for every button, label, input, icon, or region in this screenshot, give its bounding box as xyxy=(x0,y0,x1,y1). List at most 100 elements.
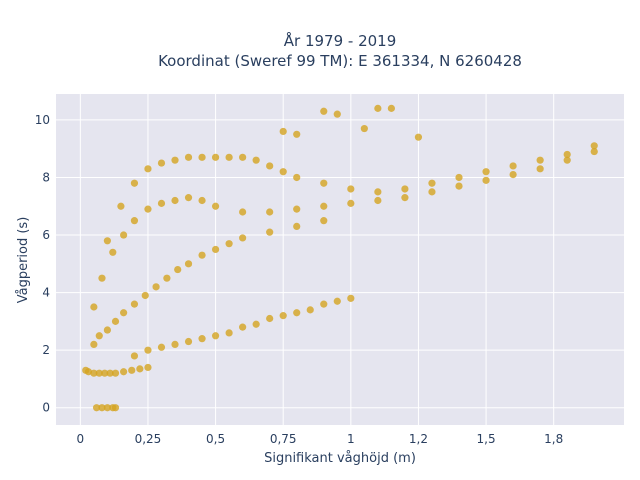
data-point xyxy=(563,150,571,159)
y-tick-label: 4 xyxy=(42,286,50,300)
data-point xyxy=(266,314,274,323)
data-point xyxy=(428,188,436,196)
data-point xyxy=(171,156,179,164)
data-point xyxy=(171,340,179,349)
data-point xyxy=(198,196,206,205)
data-point xyxy=(163,274,171,282)
data-point xyxy=(590,142,598,150)
data-point xyxy=(306,306,314,314)
y-axis-ticks: 0 2 4 6 8 10 xyxy=(35,113,50,415)
data-point xyxy=(211,153,220,161)
data-point xyxy=(293,130,301,138)
data-point xyxy=(482,168,490,176)
x-tick-label: 1 xyxy=(347,432,355,446)
data-point xyxy=(184,194,193,202)
data-point xyxy=(590,147,598,156)
data-point xyxy=(92,404,101,412)
data-point xyxy=(279,127,287,136)
data-point xyxy=(120,231,128,239)
data-point xyxy=(184,337,193,346)
data-point xyxy=(374,104,382,112)
data-point xyxy=(98,404,106,412)
gridlines xyxy=(56,94,624,425)
y-axis-title: Vågperiod (s) xyxy=(16,217,31,304)
data-point xyxy=(333,297,341,305)
y-tick-label: 6 xyxy=(42,228,50,242)
data-point xyxy=(293,222,301,230)
data-point xyxy=(509,162,517,170)
data-point xyxy=(347,185,355,193)
data-point xyxy=(84,368,93,376)
data-point xyxy=(171,196,179,205)
data-point xyxy=(130,179,139,187)
data-point xyxy=(141,291,149,300)
data-point xyxy=(111,369,120,377)
data-point xyxy=(401,194,409,202)
data-point xyxy=(130,300,139,308)
data-point xyxy=(211,332,220,340)
data-point xyxy=(414,133,423,141)
x-axis-title: Signifikant våghöjd (m) xyxy=(264,451,416,466)
data-point xyxy=(293,173,301,182)
x-tick-label: 0,25 xyxy=(135,432,162,446)
data-point xyxy=(293,309,301,317)
data-point xyxy=(90,303,98,311)
data-point xyxy=(360,124,368,133)
data-point xyxy=(103,404,111,412)
data-point xyxy=(279,168,287,176)
data-point xyxy=(184,153,193,161)
data-point xyxy=(109,248,117,256)
data-point xyxy=(347,199,355,207)
data-point xyxy=(401,185,409,193)
data-point xyxy=(428,179,436,187)
data-point xyxy=(266,162,274,170)
data-point xyxy=(111,404,120,412)
data-point xyxy=(563,156,571,164)
data-point xyxy=(455,173,463,182)
data-point xyxy=(320,179,328,187)
data-point xyxy=(103,326,111,334)
data-point xyxy=(144,363,152,372)
y-tick-label: 8 xyxy=(42,170,50,184)
data-point xyxy=(374,188,382,196)
data-point xyxy=(347,294,355,302)
data-point xyxy=(136,365,144,373)
data-point xyxy=(198,251,206,259)
data-point xyxy=(320,107,328,115)
data-point xyxy=(387,104,395,112)
x-tick-label: 0,75 xyxy=(270,432,297,446)
data-point xyxy=(509,170,517,179)
data-point xyxy=(320,202,328,210)
data-point xyxy=(320,300,328,308)
data-point xyxy=(95,369,103,377)
data-point xyxy=(225,329,233,337)
chart-title: År 1979 - 2019 Koordinat (Sweref 99 TM):… xyxy=(158,31,522,70)
x-tick-label: 1,5 xyxy=(477,432,496,446)
data-point xyxy=(174,265,182,274)
data-point xyxy=(130,352,139,360)
data-point xyxy=(211,245,220,254)
data-point xyxy=(252,320,260,328)
scatter-points xyxy=(82,104,598,412)
data-point xyxy=(198,335,206,343)
data-point xyxy=(225,240,233,248)
y-tick-label: 2 xyxy=(42,343,50,357)
data-point xyxy=(157,159,166,167)
y-tick-label: 10 xyxy=(35,113,50,127)
x-tick-label: 1,2 xyxy=(409,432,428,446)
data-point xyxy=(144,205,152,213)
data-point xyxy=(279,312,287,320)
data-point xyxy=(106,369,114,377)
data-point xyxy=(239,153,247,161)
data-point xyxy=(482,176,490,184)
x-tick-label: 0,5 xyxy=(206,432,225,446)
x-tick-label: 1,8 xyxy=(544,432,563,446)
data-point xyxy=(90,369,98,377)
data-point xyxy=(130,217,139,225)
data-point xyxy=(157,199,166,207)
data-point xyxy=(455,182,463,190)
data-point xyxy=(98,274,106,282)
chart-title-line-2: Koordinat (Sweref 99 TM): E 361334, N 62… xyxy=(158,52,522,70)
x-axis-ticks: 0 0,25 0,5 0,75 1 1,2 1,5 1,8 xyxy=(77,432,564,446)
